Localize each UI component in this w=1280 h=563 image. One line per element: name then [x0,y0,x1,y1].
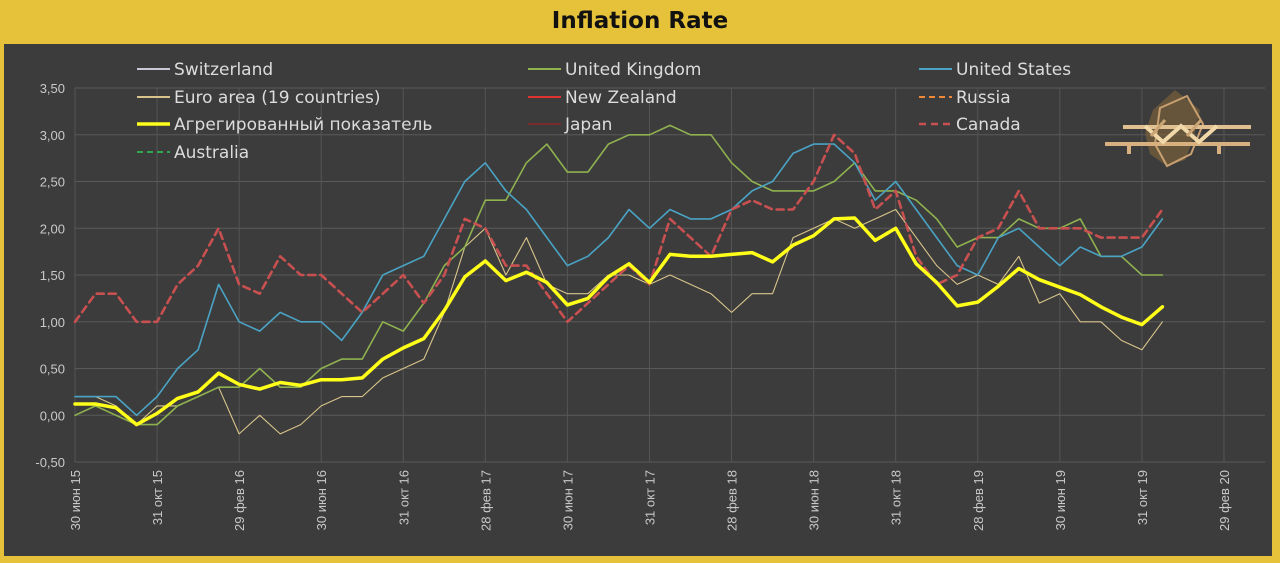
legend-label: Australia [174,143,249,163]
y-tick-label: 0,50 [40,362,65,377]
legend-label: Canada [956,115,1021,135]
x-tick-label: 30 июн 17 [560,470,575,530]
legend-label: United Kingdom [565,60,701,80]
x-tick-label: 28 фев 18 [725,470,740,531]
legend: Switzerland United Kingdom United States Eu… [137,60,1071,163]
y-tick-label: 1,00 [40,315,65,330]
logo-icon [1105,90,1251,168]
legend-label: Агрегированный показатель [174,115,432,135]
series-line-3 [74,208,1163,435]
series-line-8 [73,133,1164,324]
y-tick-label: 3,00 [40,128,65,143]
legend-label: Russia [956,88,1011,108]
legend-label: United States [956,60,1071,80]
legend-label: New Zealand [565,88,677,108]
y-tick-label: 2,00 [40,221,65,236]
x-tick-label: 31 окт 18 [889,470,904,525]
x-tick-label: 28 фев 17 [478,470,493,531]
x-axis: 30 июн 15 31 окт 15 29 фев 16 30 июн 16 31 о… [68,470,1232,531]
series-line-1 [74,124,1164,426]
x-tick-label: 29 фев 20 [1217,470,1232,531]
series-line-6 [73,216,1165,427]
plot-background [4,44,1272,556]
x-tick-label: 30 июн 16 [314,470,329,530]
x-tick-label: 31 окт 16 [396,470,411,525]
x-tick-label: 29 фев 16 [232,470,247,531]
x-tick-label: 30 июн 18 [807,470,822,530]
series-line-2 [74,143,1164,417]
legend-label: Switzerland [174,60,273,80]
y-tick-label: 1,50 [40,268,65,283]
y-tick-label: -0,50 [35,455,65,470]
legend-label: Euro area (19 countries) [174,88,381,108]
y-tick-label: 0,00 [40,408,65,423]
series-lines [73,124,1165,435]
y-tick-label: 2,50 [40,175,65,190]
legend-label: Japan [564,115,612,135]
y-axis: 3,50 3,00 2,50 2,00 1,50 1,00 0,50 0,00 -0,50 [35,81,65,470]
y-tick-label: 3,50 [40,81,65,96]
grid [74,87,1265,463]
x-tick-label: 28 фев 19 [971,470,986,531]
x-tick-label: 31 окт 15 [150,470,165,525]
x-tick-label: 31 окт 17 [642,470,657,525]
x-tick-label: 30 июн 19 [1053,470,1068,530]
x-tick-label: 30 июн 15 [68,470,83,530]
chart-title: Inflation Rate [551,8,729,34]
x-tick-label: 31 окт 19 [1135,470,1150,525]
